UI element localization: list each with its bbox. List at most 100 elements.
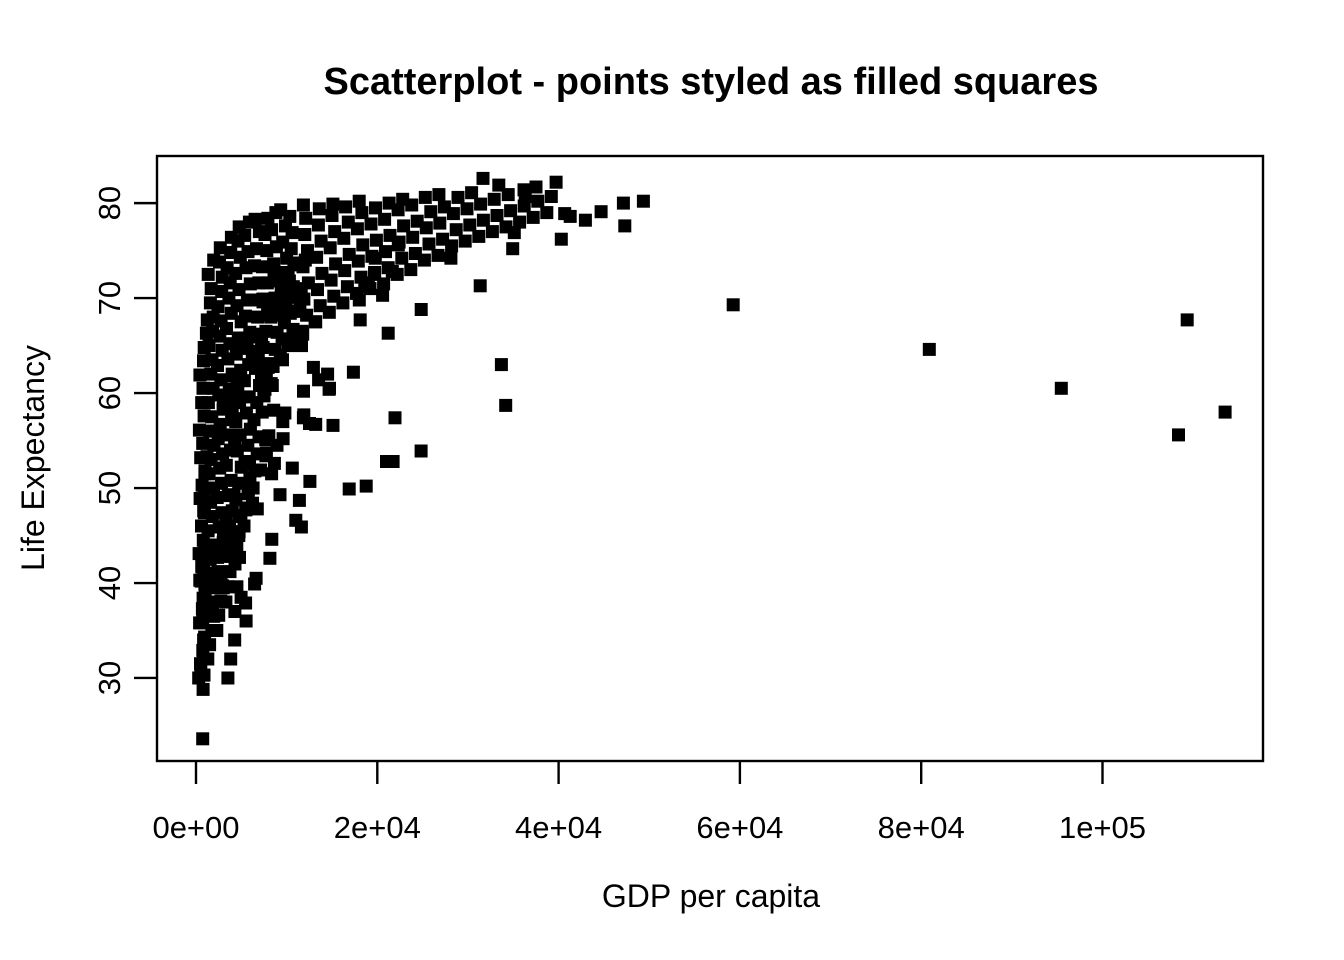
data-point: [228, 440, 242, 454]
data-point: [433, 216, 447, 230]
data-point: [321, 367, 335, 381]
data-point: [243, 457, 256, 471]
data-point: [1054, 381, 1068, 395]
data-point: [406, 230, 420, 244]
data-point: [206, 599, 220, 613]
data-point: [230, 299, 244, 313]
data-point: [485, 225, 499, 239]
data-point: [419, 221, 433, 235]
data-point: [422, 237, 436, 251]
x-tick-label: 4e+04: [515, 810, 602, 845]
y-tick-label: 70: [92, 281, 127, 315]
data-point: [263, 551, 277, 565]
data-point: [350, 222, 364, 236]
data-point: [922, 342, 936, 356]
data-point: [226, 526, 240, 540]
chart-title: Scatterplot - points styled as filled sq…: [324, 61, 1099, 103]
data-point: [217, 530, 230, 543]
data-point: [229, 415, 243, 429]
data-point: [228, 605, 242, 618]
data-point: [1180, 313, 1194, 327]
data-point: [296, 198, 310, 212]
data-point: [460, 202, 474, 216]
data-point: [239, 614, 253, 628]
data-point: [358, 280, 372, 294]
data-point: [200, 450, 214, 464]
data-point: [226, 539, 240, 553]
data-point: [369, 201, 382, 215]
data-point: [298, 228, 312, 241]
data-point: [404, 263, 418, 277]
data-point: [395, 251, 409, 265]
data-point: [201, 396, 215, 410]
data-point: [474, 197, 488, 211]
data-point: [276, 432, 290, 446]
data-point: [201, 267, 215, 281]
data-point: [241, 483, 255, 497]
data-point: [233, 428, 247, 442]
data-point: [540, 206, 554, 220]
data-point: [325, 209, 339, 222]
data-point: [339, 200, 353, 214]
x-tick-label: 1e+05: [1059, 810, 1146, 845]
data-point: [284, 332, 298, 346]
data-point: [397, 219, 411, 233]
data-point: [265, 532, 279, 546]
data-point: [376, 288, 390, 302]
y-tick-label: 30: [92, 661, 127, 695]
data-point: [368, 251, 382, 265]
data-point: [322, 305, 336, 319]
data-point: [311, 218, 325, 232]
data-point: [359, 479, 373, 493]
data-point: [228, 633, 242, 647]
data-point: [312, 202, 326, 216]
y-axis-title: Life Expectancy: [15, 345, 51, 571]
data-point: [196, 613, 210, 627]
data-point: [276, 353, 289, 367]
data-point: [451, 190, 465, 204]
data-point: [202, 339, 216, 353]
data-point: [513, 215, 527, 229]
data-point: [346, 365, 360, 379]
plot-border: [155, 154, 1265, 763]
data-point: [265, 379, 279, 392]
data-point: [296, 327, 310, 341]
data-point: [417, 253, 431, 267]
y-tick-label: 40: [92, 566, 127, 600]
data-point: [487, 192, 501, 206]
data-point: [248, 212, 262, 226]
data-point: [303, 474, 317, 488]
data-point: [352, 293, 366, 307]
data-point: [490, 209, 504, 222]
data-point: [278, 406, 292, 420]
data-point: [310, 250, 324, 264]
data-point: [259, 433, 273, 447]
data-point: [250, 242, 263, 256]
data-point: [506, 242, 520, 256]
data-point: [405, 198, 419, 212]
data-point: [249, 571, 263, 585]
data-point: [549, 175, 563, 189]
data-point: [1172, 428, 1185, 442]
data-point: [444, 251, 458, 265]
data-point: [198, 467, 212, 481]
data-point: [249, 330, 263, 344]
data-point: [526, 210, 540, 224]
data-points-layer: [192, 171, 1232, 746]
x-axis-title: GDP per capita: [602, 878, 820, 914]
data-point: [293, 256, 306, 270]
data-point: [213, 241, 227, 255]
data-point: [378, 212, 392, 226]
x-tick-label: 8e+04: [878, 810, 965, 845]
data-point: [368, 267, 382, 281]
data-point: [297, 384, 310, 398]
data-point: [323, 241, 337, 255]
data-point: [356, 238, 370, 252]
x-tick-label: 0e+00: [152, 810, 239, 845]
data-point: [355, 206, 369, 220]
y-tick-label: 60: [92, 376, 127, 410]
data-point: [386, 455, 400, 468]
data-point: [529, 180, 543, 194]
data-point: [261, 307, 275, 321]
data-point: [211, 300, 225, 314]
